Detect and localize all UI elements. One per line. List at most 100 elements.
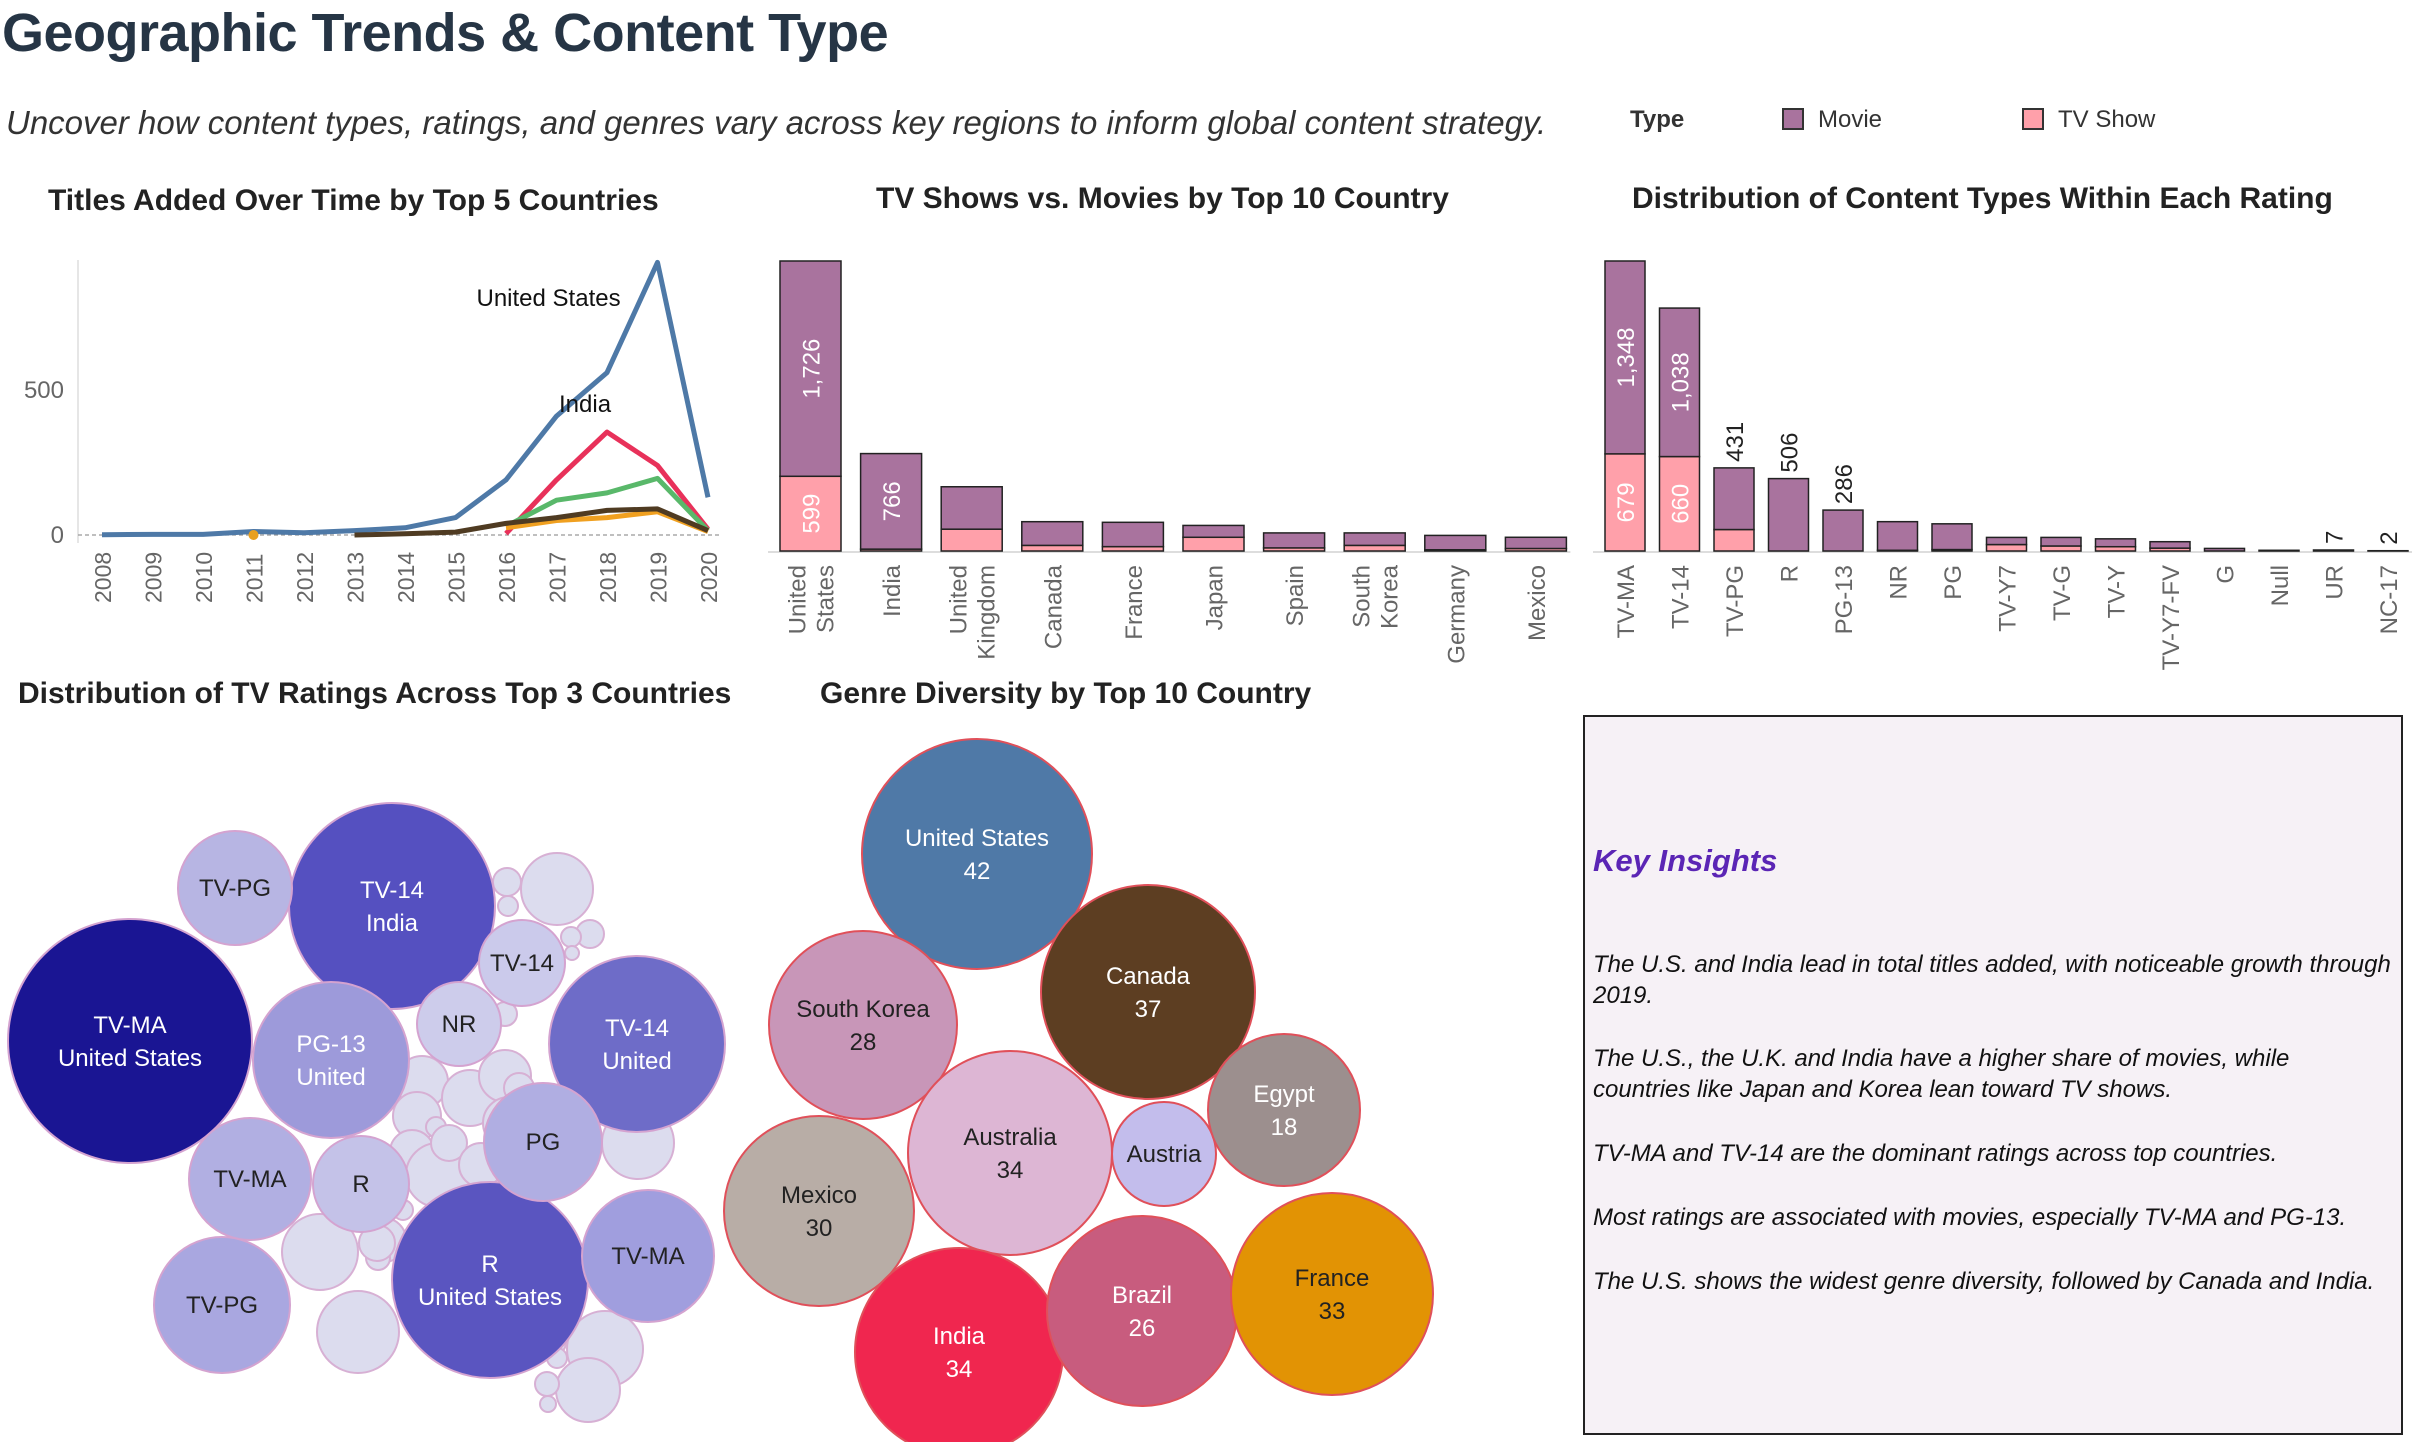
legend-title: Type xyxy=(1630,106,1685,133)
x-tick-label: Japan xyxy=(1202,565,1229,630)
insight-item: TV-MA and TV-14 are the dominant ratings… xyxy=(1593,1140,2278,1167)
data-label: 679 xyxy=(1613,482,1640,522)
bubble-label: Australia xyxy=(963,1124,1057,1151)
x-tick-label: 2014 xyxy=(393,552,419,603)
x-tick-label: Germany xyxy=(1443,565,1470,664)
bubble-value: 42 xyxy=(964,858,991,885)
x-tick-label: 2019 xyxy=(646,552,672,603)
x-tick-label: NR xyxy=(1886,565,1913,600)
x-tick-label: NC-17 xyxy=(2376,565,2403,634)
data-label: 766 xyxy=(879,481,906,521)
x-tick-label: Spain xyxy=(1282,565,1309,626)
bubble-small xyxy=(430,1124,468,1162)
bar-segment-movie xyxy=(2258,549,2300,552)
bubble xyxy=(416,981,502,1067)
bubble xyxy=(1040,884,1256,1100)
x-tick-label: TV-PG xyxy=(1722,565,1749,637)
x-tick-label: 2011 xyxy=(242,554,268,603)
data-label: 1,348 xyxy=(1613,327,1640,387)
bubble-value: 18 xyxy=(1271,1114,1298,1141)
page-title: Geographic Trends & Content Type xyxy=(2,3,889,63)
x-tick-label: 2020 xyxy=(696,552,722,603)
bubble-label: R xyxy=(481,1251,498,1278)
x-tick-label: Canada xyxy=(1040,564,1067,649)
data-label: 506 xyxy=(1777,433,1804,473)
insight-item: The U.S., the U.K. and India have a high… xyxy=(1593,1045,2290,1103)
x-tick-label: 2015 xyxy=(444,552,470,603)
genre-bubble-title: Genre Diversity by Top 10 Country xyxy=(820,677,1312,710)
bubble xyxy=(478,919,566,1007)
bubble-value: 30 xyxy=(806,1215,833,1242)
y-tick-label: 500 xyxy=(24,377,64,404)
x-tick-label: 2013 xyxy=(343,552,369,603)
x-tick-label: 2010 xyxy=(191,552,217,603)
bubble-small xyxy=(560,926,582,948)
bubble-value: 34 xyxy=(946,1356,973,1383)
legend-label: Movie xyxy=(1818,106,1883,133)
bar-segment-movie xyxy=(1985,536,2028,546)
series-line xyxy=(354,506,709,538)
titles-over-time-line-chart: 0 500 2008 2009 2010 2011 2012 2013 2014 2015 2016… xyxy=(24,259,722,603)
bubble-value: United States xyxy=(58,1045,202,1072)
bar-segment-movie xyxy=(2312,549,2355,552)
data-label: 7 xyxy=(2322,531,2349,544)
bar-segment-movie xyxy=(2094,538,2137,548)
legend-label: TV Show xyxy=(2058,106,2156,133)
x-tick-label: France xyxy=(1121,565,1148,640)
bar-segment-movie xyxy=(779,260,842,478)
bubble-label: Egypt xyxy=(1253,1081,1315,1108)
bubble xyxy=(312,1135,410,1233)
insight-item: Most ratings are associated with movies,… xyxy=(1593,1204,2347,1231)
x-tick-label: R xyxy=(1777,565,1804,582)
bubble-value: United xyxy=(602,1048,671,1075)
bar-segment-movie xyxy=(1021,520,1084,547)
bar-segment-movie xyxy=(1182,524,1245,539)
series-line xyxy=(101,259,711,538)
x-tick-label: Mexico xyxy=(1524,565,1551,641)
x-tick-label: 2009 xyxy=(141,552,167,603)
series-line xyxy=(504,429,710,536)
bubble-value: 33 xyxy=(1319,1298,1346,1325)
bar-segment-movie xyxy=(1101,521,1165,548)
content-type-by-rating-bar-chart: 679 1,348 TV-MA 660 1,038 TV-14 431 TV-PG 506 R 28… xyxy=(1593,260,2412,670)
page-subtitle: Uncover how content types, ratings, and … xyxy=(6,104,1547,141)
x-tick-label: South xyxy=(1349,565,1376,628)
bubble-label: TV-14 xyxy=(360,877,424,904)
bubble xyxy=(188,1117,312,1241)
x-tick-label: Korea xyxy=(1377,564,1404,629)
bubble-label: United States xyxy=(905,825,1049,852)
series-label: United States xyxy=(477,285,621,312)
x-tick-label: India xyxy=(879,564,906,617)
data-label: 431 xyxy=(1722,422,1749,462)
bubble-label: Brazil xyxy=(1112,1282,1172,1309)
bar-segment-movie xyxy=(1262,532,1326,549)
bubble-label: TV-PG xyxy=(199,875,271,902)
country-bar-chart-title: TV Shows vs. Movies by Top 10 Country xyxy=(876,182,1449,215)
x-tick-label: TV-Y xyxy=(2104,565,2131,618)
x-tick-label: TV-14 xyxy=(1668,565,1695,629)
bubble xyxy=(1230,1192,1434,1396)
legend-item-movie[interactable]: Movie xyxy=(1782,106,1882,134)
x-tick-label: 2012 xyxy=(292,552,318,603)
bar-segment-movie xyxy=(1604,260,1646,455)
legend-item-tv-show[interactable]: TV Show xyxy=(2022,106,2155,134)
bar-segment-movie xyxy=(2040,536,2082,547)
x-tick-label: Null xyxy=(2267,565,2294,606)
bubble xyxy=(768,930,958,1120)
bar-segment-tv-show xyxy=(940,528,1003,552)
bubble xyxy=(177,830,293,946)
bubble xyxy=(288,802,496,1010)
data-label: 2 xyxy=(2376,531,2403,544)
bar-segment-movie xyxy=(1767,477,1810,552)
tv-ratings-bubble-title: Distribution of TV Ratings Across Top 3 … xyxy=(18,677,732,710)
bubble-label: R xyxy=(352,1171,369,1198)
bubble-label: PG xyxy=(526,1129,561,1156)
bar-segment-tv-show xyxy=(1182,536,1245,552)
bar-segment-tv-show xyxy=(2040,545,2082,552)
bubble-small xyxy=(316,1290,400,1374)
x-tick-label: Kingdom xyxy=(974,565,1001,660)
bar-segment-movie xyxy=(1343,532,1406,547)
data-label: 286 xyxy=(1831,464,1858,504)
bubble xyxy=(1046,1215,1238,1407)
tv-ratings-bubble-chart: TV-MA United States TV-14 India TV-14 United R… xyxy=(7,802,726,1423)
